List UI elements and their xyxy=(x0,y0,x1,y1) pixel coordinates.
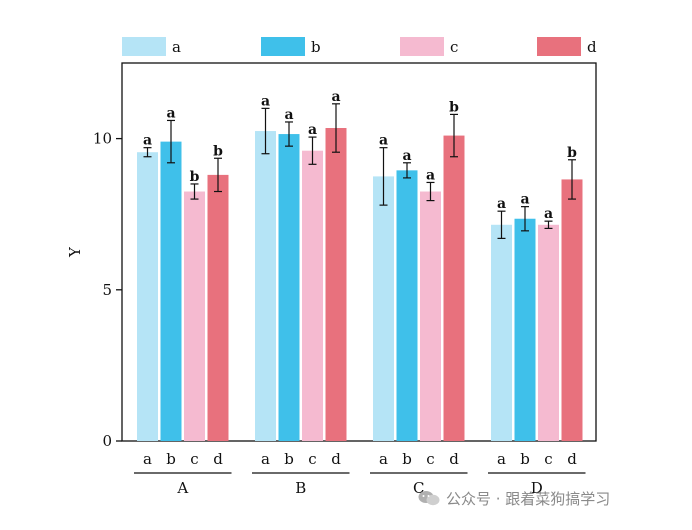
bar-D-b xyxy=(514,218,536,441)
group-label: A xyxy=(176,479,188,497)
y-tick-label: 5 xyxy=(102,281,112,299)
bar-A-b xyxy=(160,141,182,441)
x-tick-label: d xyxy=(449,450,459,468)
x-tick-label: c xyxy=(544,450,552,468)
y-tick-label: 0 xyxy=(102,432,112,450)
x-tick-label: c xyxy=(308,450,316,468)
x-tick-label: d xyxy=(213,450,223,468)
significance-label: b xyxy=(213,143,223,159)
bar-C-a xyxy=(373,176,394,441)
legend-label: c xyxy=(450,38,458,56)
watermark: 公众号 · 跟着菜狗搞学习 xyxy=(418,488,610,509)
legend-swatch-d xyxy=(537,37,581,56)
group-label: B xyxy=(295,479,306,497)
watermark-text: 公众号 · 跟着菜狗搞学习 xyxy=(446,490,611,508)
significance-label: b xyxy=(449,99,459,115)
bar-A-d xyxy=(207,174,229,441)
significance-label: a xyxy=(331,89,340,105)
significance-label: a xyxy=(544,206,553,222)
bar-A-a xyxy=(137,152,158,441)
legend-swatch-c xyxy=(400,37,444,56)
significance-label: a xyxy=(520,192,529,208)
significance-label: b xyxy=(190,169,200,185)
legend: a b c d xyxy=(122,37,597,56)
bar-B-b xyxy=(278,134,300,441)
x-tick-label: b xyxy=(520,450,530,468)
x-tick-label: a xyxy=(261,450,270,468)
y-axis-title: Y xyxy=(66,246,84,258)
x-tick-label: a xyxy=(497,450,506,468)
legend-label: a xyxy=(172,38,181,56)
significance-label: a xyxy=(284,107,293,123)
significance-label: a xyxy=(497,196,506,212)
y-axis: 0 5 10 Y xyxy=(66,130,122,450)
group-label: C xyxy=(413,479,424,497)
bar-B-a xyxy=(255,131,276,442)
x-tick-label: d xyxy=(331,450,341,468)
y-tick-label: 10 xyxy=(93,130,112,148)
bar-C-b xyxy=(396,170,418,442)
x-tick-label: c xyxy=(426,450,434,468)
legend-label: d xyxy=(587,38,597,56)
wechat-icon xyxy=(418,491,440,506)
significance-label: b xyxy=(567,145,577,161)
group-label: D xyxy=(531,479,543,497)
plot-frame xyxy=(121,62,597,442)
x-tick-label: a xyxy=(379,450,388,468)
x-tick-label: a xyxy=(143,450,152,468)
significance-label: a xyxy=(308,122,317,138)
significance-label: a xyxy=(143,133,152,149)
x-tick-label: d xyxy=(567,450,577,468)
x-axis: a b c dAa b c dBa b c dCa b c dD xyxy=(134,450,586,497)
x-tick-label: b xyxy=(402,450,412,468)
x-tick-label: b xyxy=(284,450,294,468)
significance-label: a xyxy=(261,93,270,109)
x-tick-label: b xyxy=(166,450,176,468)
bar-C-c xyxy=(420,191,441,441)
x-tick-label: c xyxy=(190,450,198,468)
bar-D-d xyxy=(561,179,583,441)
bar-A-c xyxy=(184,191,205,441)
bar-D-c xyxy=(538,224,559,441)
significance-label: a xyxy=(402,148,411,164)
significance-label: a xyxy=(166,105,175,121)
bar-B-c xyxy=(302,150,323,442)
significance-label: a xyxy=(379,133,388,149)
bar-D-a xyxy=(491,224,512,441)
legend-swatch-a xyxy=(122,37,166,56)
bar-B-d xyxy=(325,128,347,442)
legend-label: b xyxy=(311,38,321,56)
bar-C-d xyxy=(443,135,465,442)
legend-swatch-b xyxy=(261,37,305,56)
significance-label: a xyxy=(426,167,435,183)
